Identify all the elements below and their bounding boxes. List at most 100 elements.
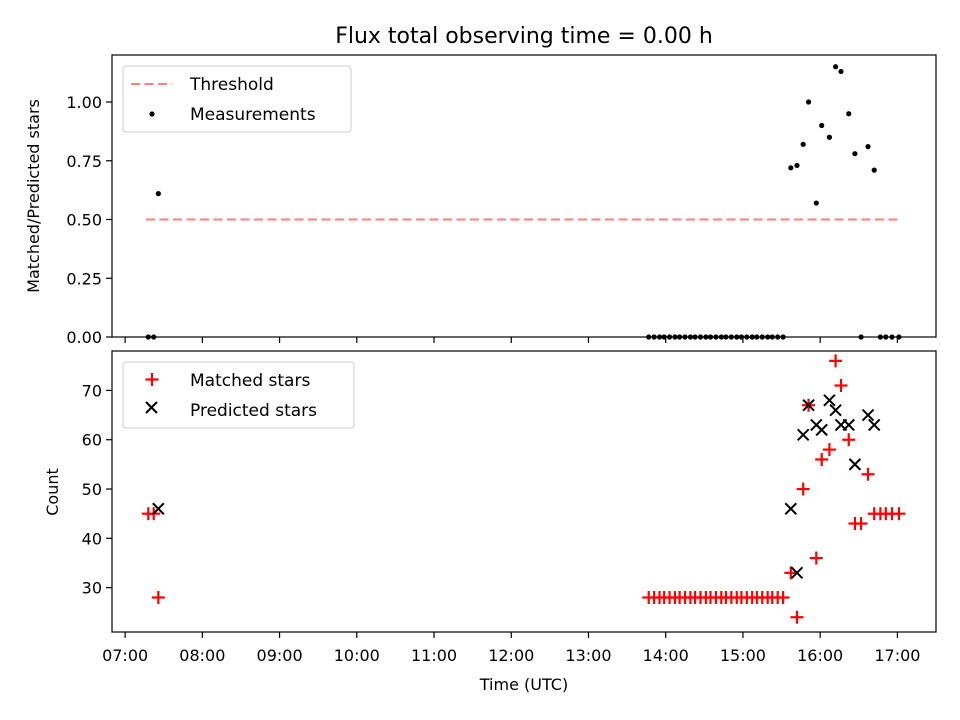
- matched-star-point: [796, 482, 810, 496]
- predicted-star-stroke-b: [796, 428, 810, 442]
- measurement-point: [697, 334, 704, 340]
- chart-title: Flux total observing time = 0.00 h: [335, 24, 713, 49]
- measurement-point: [749, 334, 755, 340]
- x-tick-label: 11:00: [411, 646, 457, 665]
- measurement-point: [833, 64, 839, 70]
- bottom-legend: Matched stars Predicted stars: [122, 361, 355, 429]
- top-y-tick-label: 0.50: [66, 211, 102, 230]
- predicted-star-stroke-b: [848, 458, 862, 471]
- measurement-point: [846, 111, 852, 117]
- measurement-point: [889, 334, 895, 340]
- predicted-star-stroke-b: [823, 394, 836, 407]
- matched-star-point: [892, 507, 906, 521]
- predicted-star-stroke-b: [790, 566, 804, 580]
- measurement-point: [765, 334, 771, 340]
- predicted-star-stroke-b: [152, 502, 165, 515]
- measurement-point: [826, 134, 833, 140]
- measurement-point: [754, 334, 760, 340]
- top-y-label: Matched/Predicted stars: [24, 99, 43, 293]
- predicted-star-stroke-b: [815, 423, 828, 437]
- bottom-legend-box: [122, 361, 355, 429]
- x-axis-label: Time (UTC): [479, 675, 568, 694]
- measurement-point: [896, 334, 902, 340]
- predicted-star-stroke-b: [784, 502, 798, 515]
- predicted-star-point: [796, 428, 810, 442]
- bottom-y-tick-label: 30: [82, 579, 102, 598]
- measurement-point: [718, 334, 724, 340]
- measurement-point: [656, 334, 663, 340]
- measurement-point: [800, 141, 806, 147]
- measurement-point: [666, 334, 673, 340]
- predicted-star-point: [802, 399, 815, 412]
- predicted-star-point: [790, 566, 804, 580]
- measurement-point: [769, 334, 775, 340]
- measurement-point: [661, 334, 667, 340]
- measurements-legend-label: Measurements: [190, 105, 316, 125]
- measurements-legend-swatch: [149, 111, 155, 117]
- matched-star-point: [790, 610, 804, 624]
- top-legend: Threshold Measurements: [122, 65, 352, 133]
- measurement-points: [145, 64, 902, 340]
- bottom-y-tick-label: 60: [82, 431, 102, 450]
- measurement-point: [707, 334, 714, 340]
- measurement-point: [646, 334, 652, 340]
- predicted-star-point: [842, 418, 855, 432]
- matched-star-point: [854, 517, 868, 531]
- predicted-star-stroke-b: [868, 418, 881, 432]
- x-tick-label: 15:00: [720, 646, 766, 665]
- matched-legend-label: Matched stars: [190, 371, 310, 391]
- measurement-point: [713, 334, 719, 340]
- bottom-y-label: Count: [43, 468, 62, 516]
- x-tick-label: 16:00: [797, 646, 843, 665]
- x-tick-label: 08:00: [179, 646, 225, 665]
- x-tick-label: 17:00: [874, 646, 920, 665]
- measurement-point: [780, 334, 786, 340]
- top-y-axis: 0.00 0.25 0.50 0.75 1.00: [66, 93, 112, 347]
- measurement-point: [858, 334, 864, 340]
- measurement-point: [805, 99, 812, 105]
- matched-star-point: [784, 566, 798, 580]
- measurement-point: [788, 165, 794, 171]
- threshold-legend-label: Threshold: [189, 75, 274, 95]
- predicted-star-stroke-b: [802, 399, 815, 412]
- measurement-point: [692, 334, 698, 340]
- measurement-point: [794, 162, 800, 169]
- measurement-point: [151, 334, 157, 340]
- predicted-star-point: [152, 502, 165, 515]
- x-tick-label: 10:00: [334, 646, 380, 665]
- predicted-legend-swatch: [145, 401, 158, 414]
- measurement-point: [813, 200, 819, 206]
- measurement-point: [738, 334, 744, 340]
- predicted-star-point: [829, 403, 842, 417]
- measurement-point: [734, 334, 740, 340]
- predicted-star-stroke-b: [842, 418, 855, 432]
- measurement-point: [883, 334, 889, 340]
- measurement-point: [703, 334, 709, 340]
- predicted-star-point: [868, 418, 881, 432]
- bottom-y-tick-label: 40: [82, 529, 102, 548]
- measurement-point: [759, 334, 765, 340]
- predicted-star-point: [861, 408, 875, 422]
- predicted-star-point: [823, 394, 836, 407]
- predicted-star-point: [848, 458, 862, 471]
- top-legend-box: [122, 65, 352, 133]
- matched-star-point: [776, 590, 790, 604]
- measurement-point: [682, 334, 688, 340]
- top-panel: 0.00 0.25 0.50 0.75 1.00 Matched/Predicted s…: [24, 54, 937, 347]
- measurement-point: [852, 151, 858, 157]
- matched-star-point: [809, 551, 823, 565]
- measurement-point: [865, 144, 871, 150]
- measurement-point: [838, 68, 844, 75]
- measurement-point: [775, 334, 781, 340]
- predicted-star-point: [815, 423, 828, 437]
- bottom-y-axis: 30 40 50 60 70: [82, 381, 112, 598]
- matched-star-point: [151, 590, 165, 604]
- measurement-point: [871, 167, 877, 173]
- predicted-star-stroke-b: [861, 408, 875, 422]
- matched-star-point: [842, 433, 856, 447]
- x-tick-label: 13:00: [565, 646, 611, 665]
- measurement-point: [672, 334, 678, 340]
- measurement-point: [728, 334, 734, 340]
- predicted-star-point: [784, 502, 798, 515]
- predicted-legend-label: Predicted stars: [190, 401, 317, 421]
